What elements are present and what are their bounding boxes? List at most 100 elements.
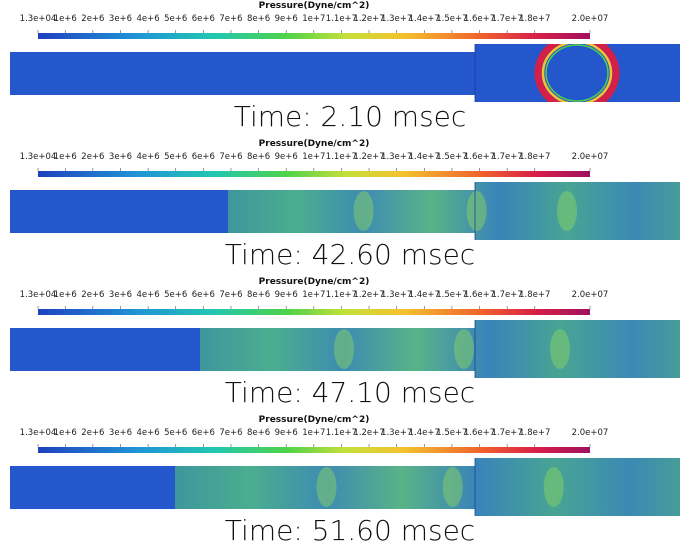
colorbar-tick-label: 3e+6: [109, 290, 132, 300]
colorbar-tick-label: 1e+6: [54, 14, 77, 24]
colorbar-tick-label: 5e+6: [164, 428, 187, 438]
colorbar-tick-label: 1.7e+7: [492, 14, 523, 24]
time-label: Time: 51.60 msec: [225, 514, 475, 547]
pressure-spot: [334, 329, 354, 369]
colorbar-tick-label: 9e+6: [275, 14, 298, 24]
colorbar-tick-label: 1.5e+7: [436, 428, 467, 438]
colorbar-tick-label: 1.6e+7: [464, 428, 495, 438]
colorbar-tick-label: 6e+6: [192, 428, 215, 438]
colorbar: [38, 33, 590, 39]
colorbar-tick-label: 2e+6: [81, 428, 104, 438]
colorbar-title: Pressure(Dyne/cm^2): [259, 1, 370, 11]
simulation: [10, 458, 680, 516]
fluid: [10, 44, 680, 102]
colorbar-tick-label: 1e+7: [302, 428, 325, 438]
colorbar-tick-label: 6e+6: [192, 14, 215, 24]
colorbar-tick-label: 3e+6: [109, 152, 132, 162]
colorbar-tick-label: 1.5e+7: [436, 152, 467, 162]
colorbar-tick-label: 1e+7: [302, 152, 325, 162]
simulation: [10, 320, 680, 378]
colorbar-tick-label: 1.2e+7: [353, 14, 384, 24]
pressure-field: [228, 182, 680, 240]
colorbar-tick-label: 2.0e+07: [572, 14, 609, 24]
colorbar-tick-label: 1.6e+7: [464, 14, 495, 24]
colorbar-tick-label: 1.6e+7: [464, 152, 495, 162]
colorbar-tick-label: 8e+6: [247, 14, 270, 24]
colorbar-tick-label: 1.6e+7: [464, 290, 495, 300]
colorbar-tick-label: 5e+6: [164, 14, 187, 24]
colorbar-tick-label: 1e+7: [302, 14, 325, 24]
colorbar-tick-label: 1e+7: [302, 290, 325, 300]
colorbar-tick-label: 1.7e+7: [492, 290, 523, 300]
colorbar-tick-label: 1.3e+7: [381, 428, 412, 438]
pressure-spot: [543, 467, 564, 507]
colorbar-tick-label: 6e+6: [192, 290, 215, 300]
colorbar-tick-label: 1.5e+7: [436, 290, 467, 300]
pressure-spot: [557, 191, 577, 231]
colorbar-tick-label: 1.1e+7: [326, 152, 357, 162]
colorbar-tick-label: 1e+6: [54, 428, 77, 438]
colorbar-tick-label: 1.7e+7: [492, 152, 523, 162]
colorbar-tick-label: 1.2e+7: [353, 428, 384, 438]
pressure-spot: [353, 191, 374, 231]
colorbar-tick-label: 1.3e+7: [381, 152, 412, 162]
colorbar-tick-label: 8e+6: [247, 428, 270, 438]
simulation: [10, 182, 680, 240]
colorbar-tick-label: 1.3e+04: [20, 290, 57, 300]
colorbar: [38, 171, 590, 177]
colorbar-tick-label: 1.1e+7: [326, 428, 357, 438]
colorbar-tick-label: 1.4e+7: [409, 14, 440, 24]
pressure-spot: [466, 191, 487, 231]
colorbar-tick-label: 7e+6: [219, 152, 242, 162]
time-label: Time: 2.10 msec: [234, 100, 467, 133]
time-label: Time: 47.10 msec: [225, 376, 475, 409]
colorbar-tick-label: 1.8e+7: [519, 14, 550, 24]
colorbar-tick-label: 2e+6: [81, 14, 104, 24]
wave-front: [534, 44, 620, 102]
colorbar-tick-label: 9e+6: [275, 290, 298, 300]
colorbar-tick-label: 1.4e+7: [409, 290, 440, 300]
colorbar-tick-label: 7e+6: [219, 428, 242, 438]
pressure-field: [175, 458, 680, 516]
colorbar-tick-label: 1.3e+7: [381, 14, 412, 24]
colorbar-tick-label: 1.3e+04: [20, 428, 57, 438]
colorbar-tick-label: 3e+6: [109, 14, 132, 24]
colorbar-tick-label: 7e+6: [219, 290, 242, 300]
colorbar-tick-label: 3e+6: [109, 428, 132, 438]
colorbar-tick-label: 1.8e+7: [519, 152, 550, 162]
colorbar-tick-label: 7e+6: [219, 14, 242, 24]
colorbar-tick-label: 9e+6: [275, 428, 298, 438]
colorbar-tick-label: 1.3e+04: [20, 14, 57, 24]
colorbar-tick-label: 1.1e+7: [326, 14, 357, 24]
colorbar-title: Pressure(Dyne/cm^2): [259, 277, 370, 287]
colorbar-tick-label: 1e+6: [54, 152, 77, 162]
pressure-spot: [442, 467, 463, 507]
time-label: Time: 42.60 msec: [225, 238, 475, 271]
colorbar-tick-label: 4e+6: [137, 290, 160, 300]
colorbar-tick-label: 2.0e+07: [572, 290, 609, 300]
colorbar-tick-label: 1.2e+7: [353, 152, 384, 162]
colorbar-tick-label: 4e+6: [137, 152, 160, 162]
simulation: [10, 44, 680, 102]
colorbar-tick-label: 5e+6: [164, 152, 187, 162]
colorbar-tick-label: 1.1e+7: [326, 290, 357, 300]
colorbar-tick-label: 1.2e+7: [353, 290, 384, 300]
pressure-spot: [316, 467, 337, 507]
colorbar-title: Pressure(Dyne/cm^2): [259, 139, 370, 149]
colorbar-title: Pressure(Dyne/cm^2): [259, 415, 370, 425]
colorbar-tick-label: 1.4e+7: [409, 428, 440, 438]
colorbar-tick-label: 4e+6: [137, 428, 160, 438]
colorbar-tick-label: 2e+6: [81, 290, 104, 300]
colorbar-tick-label: 8e+6: [247, 290, 270, 300]
colorbar-tick-label: 8e+6: [247, 152, 270, 162]
colorbar: [38, 447, 590, 453]
colorbar-tick-label: 2e+6: [81, 152, 104, 162]
colorbar-tick-label: 9e+6: [275, 152, 298, 162]
wave-front: [545, 44, 609, 102]
pressure-spot: [550, 329, 570, 369]
colorbar-tick-label: 1.4e+7: [409, 152, 440, 162]
